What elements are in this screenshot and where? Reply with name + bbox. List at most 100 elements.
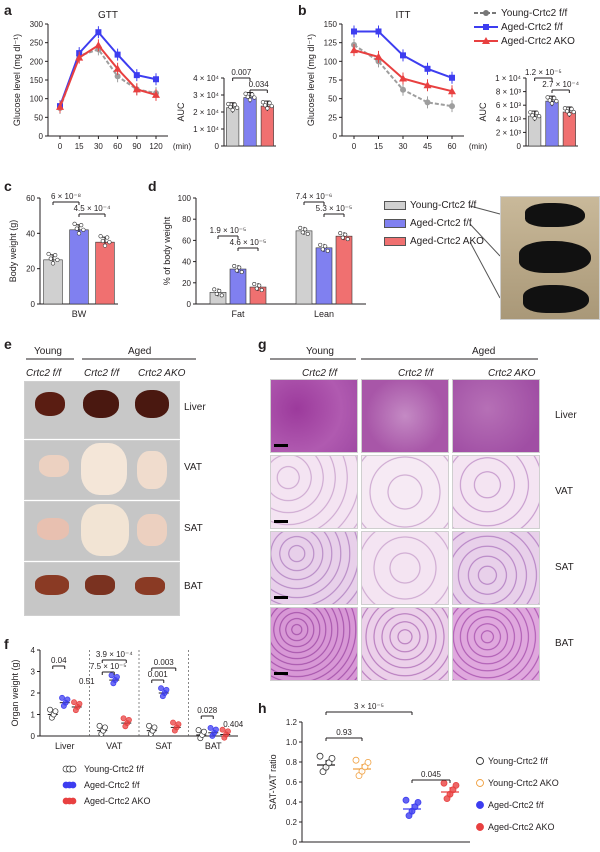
chart-h-3-pvalue: 0.045 <box>421 770 442 779</box>
g-sat-young <box>270 531 358 605</box>
e-photo-bat <box>24 562 180 616</box>
chart-f-legend-marker <box>69 797 77 805</box>
chart-a_auc-bar <box>243 97 257 147</box>
chart-b-point-young <box>449 103 455 110</box>
chart-b_auc-dot <box>569 106 574 112</box>
chart-f-dot <box>224 728 231 735</box>
chart-a-y-tick-label: 150 <box>30 76 44 85</box>
chart-a_auc-dot <box>265 106 270 111</box>
chart-d-dot <box>217 288 222 293</box>
legend-aged-marker <box>474 24 498 30</box>
chart-c-bar <box>43 259 63 305</box>
chart-h-y-tick-label: 0.8 <box>286 758 298 767</box>
chart-f-dot <box>195 727 202 734</box>
chart-d-dot <box>259 288 264 293</box>
chart-c-1-pvalue: 6 × 10⁻⁸ <box>51 192 81 201</box>
chart-d-bar <box>315 247 333 305</box>
chart-a_auc-y-axis-title: AUC <box>176 102 186 122</box>
chart-h-legend-label: Aged-Crtc2 f/f <box>488 800 544 810</box>
chart-b-point-aged <box>449 74 455 81</box>
chart-d-dot <box>305 231 310 236</box>
legend-d-aged: Aged-Crtc2 f/f <box>384 214 484 232</box>
legend-d-young-swatch <box>384 200 406 210</box>
panel-label-b: b <box>298 2 307 18</box>
chart-b-point-ako <box>399 74 407 82</box>
chart-f-liver-1-pvalue: 0.04 <box>51 656 67 665</box>
chart-h-legend-label: Young-Crtc2 f/f <box>488 756 548 766</box>
chart-a-point-aged <box>114 51 121 58</box>
chart-c-bar <box>95 241 115 305</box>
panel-label-f: f <box>4 636 9 652</box>
e-tissue-vat: VAT <box>184 462 202 473</box>
chart-a-point-ako <box>132 85 141 93</box>
chart-c-dot <box>107 240 112 245</box>
chart-f-y-axis-title: Organ weight (g) <box>10 659 20 726</box>
panel-label-g: g <box>258 336 267 352</box>
chart-a_auc-dot <box>232 102 237 107</box>
chart-c-y-tick-label: 0 <box>31 300 36 309</box>
chart-d-dot <box>252 282 257 287</box>
e-genotype-young: Crtc2 f/f <box>26 368 62 379</box>
chart-c-dot <box>53 253 58 258</box>
chart-b-auc-1-pvalue: 1.2 × 10⁻⁵ <box>525 68 562 77</box>
chart-d-category-label: Fat <box>231 309 245 319</box>
chart-d-dot <box>325 248 330 253</box>
chart-d-dot <box>219 293 224 298</box>
e-bat-young <box>35 575 69 595</box>
g-bat-young <box>270 607 358 681</box>
chart-d-category-label: Lean <box>314 309 334 319</box>
chart-h-y-tick-label: 0.6 <box>286 778 298 787</box>
chart-f-dot <box>64 696 71 703</box>
chart-a_auc-dot <box>269 103 274 109</box>
chart-h-dot <box>402 796 410 804</box>
chart-f-dot <box>207 725 214 731</box>
chart-d-bar <box>229 268 247 305</box>
chart-c-dot <box>105 235 110 240</box>
chart-c-dot <box>46 251 51 257</box>
chart-b_auc-y-axis-title: AUC <box>478 102 488 122</box>
chart-b_auc-y-tick-label: 6 × 10³ <box>496 101 521 110</box>
legend-top-ako: Aged-Crtc2 AKO <box>474 34 575 48</box>
chart-b-y-tick-label: 150 <box>324 20 338 29</box>
chart-d-y-tick-label: 80 <box>182 215 191 224</box>
chart-a-y-tick-label: 200 <box>30 57 44 66</box>
legend-d-arrow-aged <box>469 223 501 257</box>
chart-c-dot <box>98 234 103 239</box>
chart-a_auc-dot <box>226 101 231 107</box>
g-vat-ako <box>452 455 540 529</box>
chart-f-bat-1-pvalue: 0.028 <box>197 706 218 715</box>
chart-f-dot <box>108 672 115 679</box>
chart-h-dot <box>364 759 372 766</box>
chart-d-dot <box>232 264 237 269</box>
chart-f-dot <box>219 726 226 733</box>
e-vat-young <box>39 455 69 477</box>
chart-d-dot <box>345 237 350 242</box>
chart-d-dot <box>318 242 323 247</box>
chart-a-x-tick-label: 0 <box>58 142 63 151</box>
chart-a-y-tick-label: 100 <box>30 95 44 104</box>
chart-a_auc-dot <box>230 107 235 113</box>
g-sat-aged <box>361 531 449 605</box>
chart-d-fat-2-pvalue: 4.6 × 10⁻⁵ <box>230 238 267 247</box>
chart-f-legend-marker <box>69 765 77 773</box>
chart-b-auc-2-pvalue: 2.7 × 10⁻⁴ <box>542 80 579 89</box>
chart-f-y-tick-label: 4 <box>31 646 36 655</box>
chart-a-y-tick-label: 0 <box>39 132 44 141</box>
g-vat-aged <box>361 455 449 529</box>
chart-d-dot <box>298 225 303 230</box>
chart-b_auc-dot <box>567 112 572 117</box>
chart-f-vat-2-pvalue: 3.9 × 10⁻⁴ <box>96 650 133 659</box>
chart-d-dot <box>300 230 305 235</box>
chart-a-series-line <box>59 43 157 108</box>
chart-a_auc-y-tick-label: 3 × 10⁴ <box>193 91 219 100</box>
chart-b-point-aged <box>351 28 357 35</box>
chart-b_auc-dot <box>530 113 535 118</box>
chart-h-legend-marker <box>476 801 484 809</box>
e-tissue-bat: BAT <box>184 581 203 592</box>
panel-label-c: c <box>4 178 12 194</box>
chart-f-legend-label: Aged-Crtc2 AKO <box>84 796 151 806</box>
chart-b_auc-dot <box>565 109 570 114</box>
chart-h-2-pvalue: 0.93 <box>336 728 352 737</box>
mouse-aged-image <box>519 241 591 273</box>
